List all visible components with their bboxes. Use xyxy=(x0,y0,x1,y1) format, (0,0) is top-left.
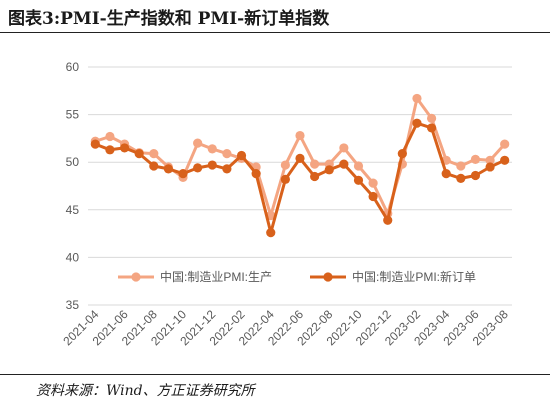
new-orders-series-point xyxy=(134,149,144,159)
new-orders-series-point xyxy=(236,150,247,161)
new-orders-series-point xyxy=(426,123,437,133)
y-tick-label: 50 xyxy=(66,155,80,169)
production-series-point xyxy=(339,143,349,153)
new-orders-series-point xyxy=(90,139,100,149)
production-series-point xyxy=(368,178,378,188)
new-orders-series-point xyxy=(456,173,466,183)
new-orders-series-point xyxy=(280,174,290,184)
production-series-point xyxy=(193,138,203,148)
new-orders-series-point xyxy=(339,159,349,169)
new-orders-series-point xyxy=(193,163,203,173)
new-orders-series-point xyxy=(207,160,217,170)
new-orders-series-point xyxy=(353,175,364,185)
y-tick-label: 55 xyxy=(66,108,80,122)
production-series-point xyxy=(222,149,232,159)
production-series-point xyxy=(207,144,217,154)
new-orders-series-point xyxy=(441,169,451,179)
new-orders-series-point xyxy=(412,118,422,128)
new-orders-series-point xyxy=(178,169,188,179)
new-orders-series-point xyxy=(500,155,510,165)
new-orders-series-point xyxy=(310,171,320,182)
legend: 中国:制造业PMI:生产 中国:制造业PMI:新订单 xyxy=(118,269,476,284)
figure-title: 图表3:PMI-生产指数和 PMI-新订单指数 xyxy=(8,9,330,29)
production-series-point xyxy=(105,131,115,142)
legend-swatch-marker xyxy=(131,272,141,282)
production-series-point xyxy=(485,155,495,165)
production-series-point xyxy=(310,159,320,169)
new-orders-series-point xyxy=(222,164,232,174)
new-orders-series-point xyxy=(485,162,495,172)
x-axis-tick-labels: 2021-042021-062021-082021-102021-122022-… xyxy=(60,307,511,348)
production-series-point xyxy=(295,130,305,141)
production-series-point xyxy=(470,154,481,164)
y-tick-label: 35 xyxy=(66,298,80,312)
y-tick-label: 60 xyxy=(66,60,80,74)
new-orders-series-point xyxy=(119,143,130,153)
new-orders-series-point xyxy=(470,170,481,181)
new-orders-series-point xyxy=(368,191,378,202)
new-orders-series-point xyxy=(295,153,305,163)
y-tick-label: 45 xyxy=(66,203,80,217)
legend-label: 中国:制造业PMI:生产 xyxy=(160,269,272,284)
production-series-point xyxy=(280,160,290,170)
new-orders-series-point xyxy=(105,145,115,155)
production-series-point xyxy=(456,161,466,171)
y-tick-label: 40 xyxy=(66,250,80,264)
source-rule xyxy=(0,374,550,375)
production-series-point xyxy=(412,93,422,104)
new-orders-series-point xyxy=(266,228,276,238)
title-rule xyxy=(0,32,550,33)
legend-label: 中国:制造业PMI:新订单 xyxy=(352,269,476,284)
new-orders-series-point xyxy=(324,165,334,175)
production-series-point xyxy=(353,161,364,171)
production-series-point xyxy=(149,149,159,159)
y-axis-tick-labels: 35 40 45 50 55 60 xyxy=(66,60,80,312)
source-note: 资料来源：Wind、方正证券研究所 xyxy=(36,383,255,399)
new-orders-series-point xyxy=(251,169,261,179)
production-series-point xyxy=(500,139,510,149)
legend-swatch-marker xyxy=(323,272,333,282)
new-orders-series-point xyxy=(149,161,159,171)
plot-area xyxy=(90,93,510,238)
production-series-point xyxy=(426,113,437,124)
new-orders-series-point xyxy=(383,215,393,225)
line-chart: 35 40 45 50 55 60 2021-042021-062021-082021-1… xyxy=(60,60,512,348)
new-orders-series-point xyxy=(397,149,407,159)
new-orders-series-point xyxy=(163,164,174,174)
